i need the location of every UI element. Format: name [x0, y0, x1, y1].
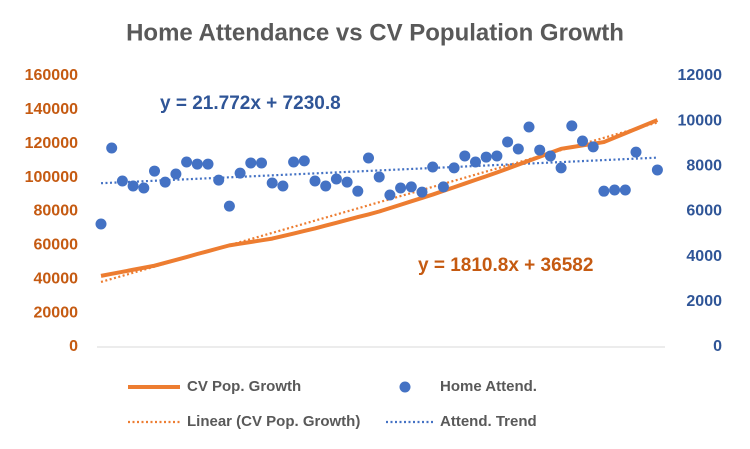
legend-label: Linear (CV Pop. Growth) [187, 413, 360, 430]
scatter-point [448, 162, 460, 174]
scatter-point [149, 165, 160, 177]
scatter-point [159, 176, 171, 188]
y2-tick-label: 0 [713, 338, 722, 355]
scatter-point [427, 161, 439, 173]
scatter-point [651, 164, 663, 176]
y-tick-label: 120000 [25, 135, 78, 152]
chart-title: Home Attendance vs CV Population Growth [126, 19, 624, 46]
trend-equation: y = 21.772x + 7230.8 [160, 93, 341, 114]
scatter-point [202, 158, 214, 170]
y2-tick-label: 2000 [686, 293, 722, 310]
scatter-point [127, 180, 139, 192]
scatter-point [416, 186, 428, 198]
line-series [100, 118, 659, 278]
legend-label: Home Attend. [440, 378, 537, 395]
legend-label: CV Pop. Growth [187, 378, 301, 395]
y-tick-label: 60000 [34, 237, 79, 254]
scatter-point [555, 162, 567, 174]
scatter-point [609, 184, 621, 196]
y2-tick-label: 8000 [686, 158, 722, 175]
y2-tick-label: 4000 [686, 248, 722, 265]
scatter-point [352, 185, 364, 197]
y-tick-label: 20000 [34, 304, 79, 321]
scatter-point [363, 152, 374, 164]
scatter-point [523, 121, 535, 133]
scatter-point [223, 200, 235, 212]
scatter-point [181, 156, 193, 168]
scatter-point [138, 182, 150, 194]
scatter-point [341, 176, 353, 188]
scatter-point [266, 177, 278, 189]
scatter-point [320, 180, 332, 192]
scatter-point [437, 181, 449, 193]
y-tick-label: 140000 [25, 101, 78, 118]
scatter-point [309, 175, 321, 187]
y2-tick-label: 6000 [686, 203, 722, 220]
scatter-point [106, 142, 118, 154]
scatter-point [534, 144, 546, 156]
y2-tick-label: 12000 [678, 67, 723, 84]
scatter-point [491, 150, 503, 162]
y-tick-label: 160000 [25, 67, 78, 84]
scatter-point [587, 141, 599, 153]
legend-label: Attend. Trend [440, 413, 537, 430]
scatter-point [95, 218, 107, 230]
y-tick-label: 100000 [25, 169, 78, 186]
y-tick-label: 40000 [34, 270, 79, 287]
scatter-point [330, 173, 342, 185]
scatter-point [459, 150, 471, 162]
legend-symbol [399, 381, 411, 393]
scatter-point [245, 157, 257, 169]
trendline [100, 156, 658, 185]
scatter-point [630, 146, 642, 158]
scatter-point [277, 180, 289, 192]
scatter-point [544, 150, 556, 162]
scatter-point [384, 189, 396, 201]
scatter-point [234, 167, 246, 179]
scatter-point [191, 158, 203, 170]
scatter-point [256, 157, 267, 169]
scatter-point [213, 174, 225, 186]
trend-equation: y = 1810.8x + 36582 [418, 255, 593, 276]
scatter-point [373, 171, 385, 183]
scatter-point [116, 175, 128, 187]
scatter-point [395, 182, 407, 194]
scatter-point [598, 185, 610, 197]
scatter-point [405, 181, 417, 193]
scatter-point [170, 168, 182, 180]
scatter-point [566, 120, 578, 132]
y2-tick-label: 10000 [678, 112, 723, 129]
y-tick-label: 80000 [34, 203, 79, 220]
scatter-point [577, 135, 588, 147]
scatter-point [512, 143, 524, 155]
scatter-point [502, 136, 514, 148]
scatter-point [298, 155, 310, 167]
scatter-point [470, 156, 481, 168]
scatter-point [619, 184, 631, 196]
scatter-point [288, 156, 300, 168]
scatter-point [480, 151, 492, 163]
y-tick-label: 0 [69, 338, 78, 355]
